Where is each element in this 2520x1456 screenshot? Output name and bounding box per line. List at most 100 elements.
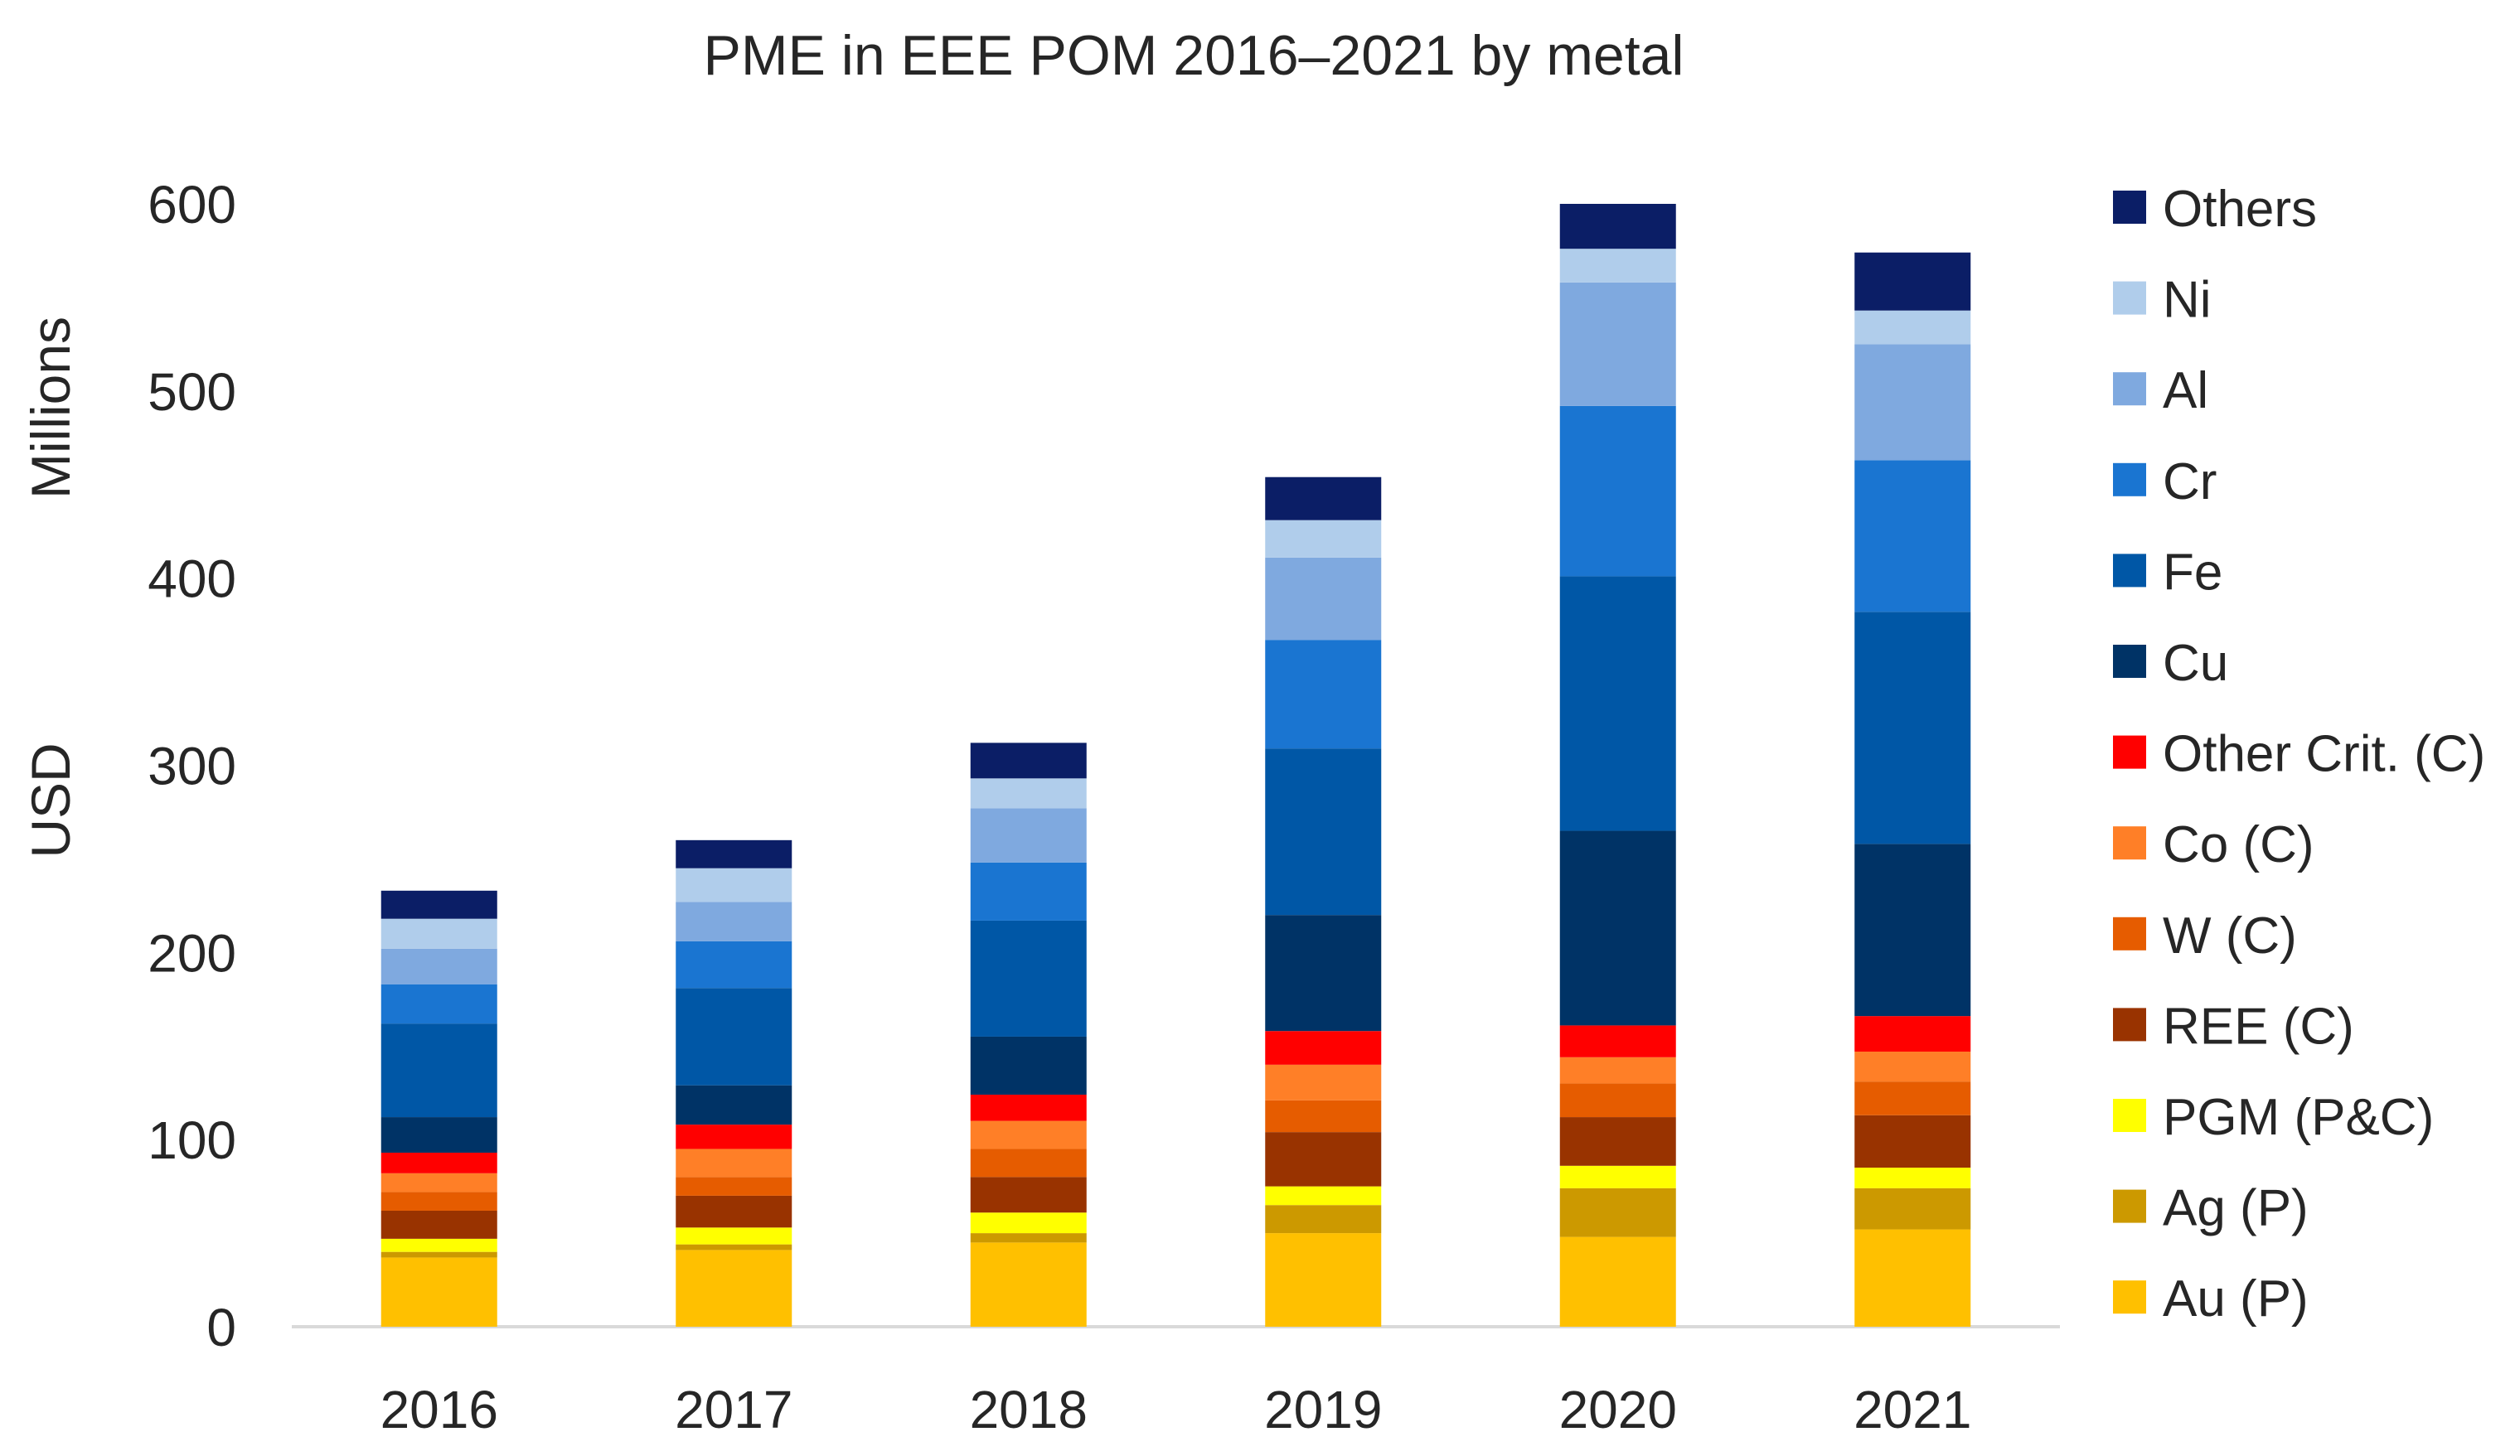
bar-segment-pgm-p-c-2018: [970, 1212, 1087, 1234]
bar-segment-others-2018: [970, 743, 1087, 779]
bar-segment-ag-p-2017: [676, 1244, 792, 1250]
bar-segment-al-2019: [1265, 557, 1382, 641]
legend-label-other-crit-c: Other Crit. (C): [2163, 726, 2485, 783]
bar-segment-ree-c-2016: [380, 1210, 497, 1239]
bar-segment-others-2020: [1559, 204, 1676, 249]
legend-swatch-cr: [2113, 462, 2146, 496]
x-tick-label: 2020: [1559, 1380, 1677, 1439]
bar-segment-al-2016: [380, 948, 497, 984]
bar-segment-w-c-2020: [1559, 1083, 1676, 1118]
legend-label-ni: Ni: [2163, 272, 2212, 329]
bar-segment-ni-2021: [1854, 310, 1971, 345]
bar-segment-ag-p-2021: [1854, 1188, 1971, 1230]
bar-segment-ag-p-2016: [380, 1251, 497, 1258]
y-axis-unit-label: Millions: [20, 317, 81, 499]
legend-swatch-pgm-p-c: [2113, 1099, 2146, 1132]
bar-segment-other-crit-c-2020: [1559, 1025, 1676, 1057]
bar-segment-cu-2021: [1854, 844, 1971, 1017]
bar-segment-others-2021: [1854, 252, 1971, 311]
bar-segment-cu-2018: [970, 1036, 1087, 1095]
legend-swatch-fe: [2113, 554, 2146, 588]
bar-segment-ni-2020: [1559, 249, 1676, 283]
bar-segment-cu-2016: [380, 1117, 497, 1153]
x-tick-label: 2017: [675, 1380, 792, 1439]
bar-segment-cr-2017: [676, 941, 792, 989]
bar-segment-al-2021: [1854, 344, 1971, 461]
y-tick-label: 400: [148, 549, 236, 609]
bar-segment-co-c-2017: [676, 1149, 792, 1178]
bar-segment-ree-c-2018: [970, 1177, 1087, 1213]
legend-swatch-cu: [2113, 645, 2146, 678]
y-tick-label: 0: [206, 1298, 236, 1357]
bar-segment-other-crit-c-2017: [676, 1125, 792, 1149]
bar-segment-others-2016: [380, 890, 497, 919]
legend-label-au-p: Au (P): [2163, 1270, 2309, 1328]
bar-segment-other-crit-c-2018: [970, 1094, 1087, 1121]
bar-segment-pgm-p-c-2021: [1854, 1168, 1971, 1188]
legend-label-cr: Cr: [2163, 453, 2217, 510]
legend-swatch-au-p: [2113, 1280, 2146, 1314]
legend-label-others: Others: [2163, 181, 2317, 238]
y-axis-label: USD: [20, 743, 81, 858]
bar-segment-w-c-2016: [380, 1192, 497, 1211]
bar-segment-others-2019: [1265, 476, 1382, 520]
bar-segment-au-p-2018: [970, 1242, 1087, 1327]
bar-segment-w-c-2021: [1854, 1081, 1971, 1115]
bar-segment-au-p-2021: [1854, 1229, 1971, 1327]
legend: Others Ni Al Cr Fe Cu Other Crit. (C) Co (C) W (…: [2113, 181, 2485, 1328]
bar-segment-cr-2019: [1265, 640, 1382, 749]
chart-title: PME in EEE POM 2016–2021 by metal: [703, 24, 1684, 87]
x-tick-label: 2018: [970, 1380, 1088, 1439]
bar-segment-fe-2017: [676, 988, 792, 1086]
bar-segment-pgm-p-c-2016: [380, 1238, 497, 1252]
bar-segment-ni-2016: [380, 918, 497, 949]
bar-segment-w-c-2018: [970, 1149, 1087, 1178]
bar-segment-cr-2021: [1854, 460, 1971, 612]
legend-swatch-al: [2113, 372, 2146, 406]
legend-swatch-ree-c: [2113, 1008, 2146, 1042]
legend-swatch-other-crit-c: [2113, 735, 2146, 769]
y-axis-ticks: 0 100 200 300 400 500 600: [148, 175, 236, 1357]
bar-segment-other-crit-c-2021: [1854, 1016, 1971, 1052]
bar-segment-cr-2018: [970, 862, 1087, 921]
bar-segment-co-c-2019: [1265, 1064, 1382, 1100]
y-tick-label: 200: [148, 923, 236, 983]
legend-swatch-w-c: [2113, 917, 2146, 951]
bar-segment-au-p-2019: [1265, 1233, 1382, 1327]
legend-label-al: Al: [2163, 362, 2208, 419]
y-tick-label: 100: [148, 1110, 236, 1170]
legend-label-w-c: W (C): [2163, 907, 2297, 965]
bar-segment-al-2017: [676, 902, 792, 941]
y-tick-label: 300: [148, 737, 236, 796]
bar-segment-fe-2016: [380, 1023, 497, 1118]
bar-segment-other-crit-c-2019: [1265, 1031, 1382, 1065]
bar-segment-cu-2017: [676, 1085, 792, 1125]
legend-swatch-ag-p: [2113, 1189, 2146, 1223]
bar-segment-ree-c-2019: [1265, 1132, 1382, 1187]
bar-segment-au-p-2017: [676, 1250, 792, 1327]
bar-segment-ree-c-2021: [1854, 1115, 1971, 1168]
bar-segment-ni-2018: [970, 778, 1087, 809]
legend-label-ag-p: Ag (P): [2163, 1180, 2309, 1237]
bar-segment-w-c-2017: [676, 1177, 792, 1196]
legend-swatch-ni: [2113, 281, 2146, 315]
bar-segment-au-p-2020: [1559, 1236, 1676, 1327]
bar-segment-ni-2017: [676, 868, 792, 902]
bar-segment-fe-2019: [1265, 748, 1382, 916]
y-tick-label: 500: [148, 362, 236, 422]
legend-label-fe: Fe: [2163, 544, 2222, 601]
bar-segment-pgm-p-c-2020: [1559, 1165, 1676, 1188]
bar-segment-others-2017: [676, 839, 792, 868]
bar-segment-ag-p-2019: [1265, 1205, 1382, 1234]
bar-segment-fe-2021: [1854, 612, 1971, 844]
bar-segment-co-c-2020: [1559, 1057, 1676, 1084]
legend-label-pgm-p-c: PGM (P&C): [2163, 1089, 2434, 1146]
bar-segment-ree-c-2020: [1559, 1117, 1676, 1166]
x-axis-ticks: 2016 2017 2018 2019 2020 2021: [380, 1380, 1972, 1439]
bar-segment-pgm-p-c-2019: [1265, 1186, 1382, 1206]
bars: [380, 204, 1971, 1327]
legend-label-co-c: Co (C): [2163, 816, 2314, 873]
x-tick-label: 2019: [1264, 1380, 1382, 1439]
bar-segment-cu-2020: [1559, 830, 1676, 1026]
